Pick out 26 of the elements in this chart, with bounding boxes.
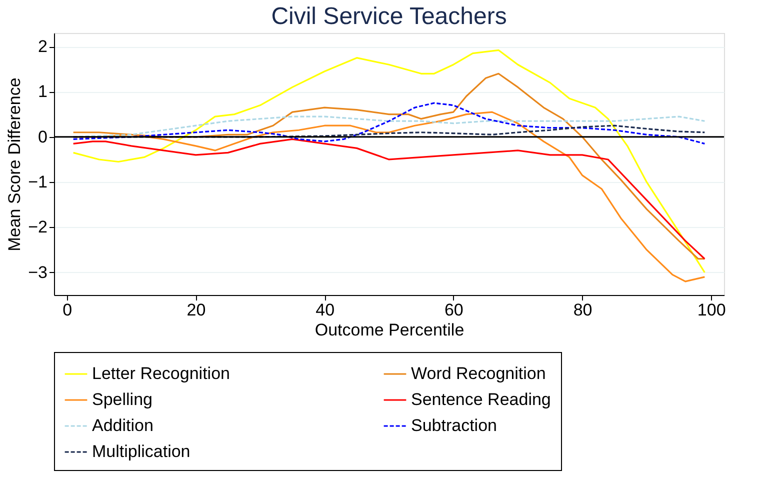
legend-label: Letter Recognition <box>92 364 230 383</box>
legend-label: Spelling <box>92 390 152 409</box>
legend-label: Word Recognition <box>411 364 546 383</box>
legend-label: Subtraction <box>411 416 497 435</box>
y-tick-label: 2 <box>38 37 48 56</box>
y-tick-label: −2 <box>28 218 48 237</box>
line-series <box>72 138 706 260</box>
y-axis-title: Mean Score Difference <box>5 78 24 252</box>
x-tick-label: 0 <box>62 300 72 320</box>
line-series <box>72 102 706 144</box>
legend-label: Addition <box>92 416 154 435</box>
x-tick-label: 60 <box>444 300 464 320</box>
x-tick-label: 100 <box>697 300 726 320</box>
x-tick-label: 80 <box>573 300 592 320</box>
x-tick-label: 40 <box>316 300 335 320</box>
y-tick-label: −3 <box>28 262 48 282</box>
x-axis-title: Outcome Percentile <box>314 320 464 340</box>
chart-title: Civil Service Teachers <box>271 3 507 30</box>
y-tick-label: 1 <box>38 82 48 102</box>
line-series <box>72 72 706 260</box>
y-tick-label: −1 <box>28 172 48 192</box>
legend-label: Sentence Reading <box>411 390 551 409</box>
y-tick-label: 0 <box>38 127 48 146</box>
x-tick-label: 20 <box>186 300 206 320</box>
legend-label: Multiplication <box>92 442 190 461</box>
line-series <box>72 49 706 274</box>
